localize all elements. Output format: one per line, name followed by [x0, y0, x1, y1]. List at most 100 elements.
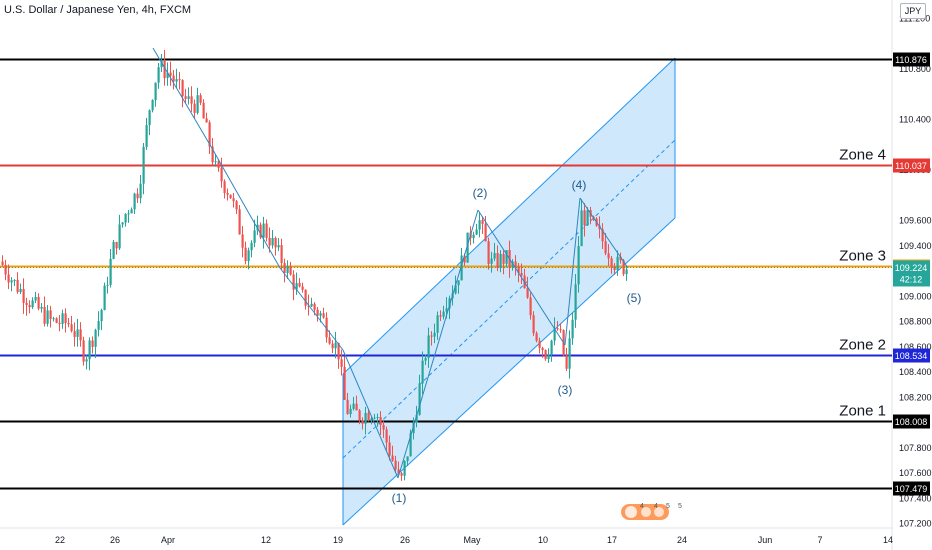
candle-body [82, 340, 85, 362]
candle-body [139, 183, 142, 199]
candle-body [343, 366, 346, 400]
wave-lines[interactable] [152, 47, 629, 479]
zone-label: Zone 4 [839, 147, 886, 164]
watermark-num-3: 5 [666, 503, 670, 510]
wave-segment[interactable] [279, 267, 344, 351]
candle-body [232, 198, 235, 202]
candle-body [385, 429, 388, 443]
candle-body [286, 266, 289, 274]
candle-body [352, 403, 355, 409]
x-tick-label: 10 [538, 535, 548, 545]
wave-segment[interactable] [212, 149, 281, 269]
candle-body [391, 455, 394, 461]
candle-body [355, 403, 358, 411]
y-tick-label: 110.800 [899, 64, 931, 74]
candle-body [199, 95, 202, 103]
candle-body [115, 241, 118, 249]
candle-body [187, 96, 190, 99]
candle-body [262, 223, 265, 238]
wave-segment[interactable] [342, 349, 399, 479]
y-tick-label: 108.800 [899, 317, 932, 327]
wave-segment[interactable] [152, 47, 214, 151]
candle-body [622, 260, 625, 275]
candle-body [259, 224, 262, 238]
candle-body [43, 306, 46, 324]
candle-body [19, 289, 22, 293]
candle-body [106, 284, 109, 286]
watermark-logo: 4 4 5 5 [621, 503, 682, 520]
countdown-label: 42:12 [900, 274, 923, 284]
candle-body [118, 224, 121, 249]
x-tick-label: 26 [110, 535, 120, 545]
candle-body [586, 210, 589, 226]
candle-body [109, 258, 112, 285]
candles [1, 49, 628, 481]
wave-segment[interactable] [397, 209, 479, 479]
candle-body [442, 311, 445, 317]
candle-body [361, 420, 364, 424]
candle-body [271, 237, 274, 246]
candle-body [328, 337, 331, 344]
candle-body [49, 310, 52, 319]
candle-body [292, 274, 295, 290]
candle-body [313, 303, 316, 310]
candle-body [463, 255, 466, 263]
candle-body [514, 261, 517, 267]
level-tag [893, 481, 930, 496]
candle-body [91, 340, 94, 347]
candle-body [268, 237, 271, 246]
candle-body [394, 460, 397, 470]
wave-label: (1) [392, 491, 407, 505]
candle-body [181, 80, 184, 97]
candle-body [472, 234, 475, 239]
candle-body [124, 213, 127, 223]
candle-body [16, 279, 19, 293]
y-tick-label: 108.200 [899, 392, 932, 402]
y-tick-label: 110.400 [899, 115, 931, 125]
channel-upper-line[interactable] [342, 57, 676, 375]
level-tag [893, 414, 930, 429]
candle-body [1, 261, 4, 265]
candle-body [382, 424, 385, 430]
x-tick-label: 17 [607, 535, 617, 545]
x-tick-label: 22 [55, 535, 65, 545]
candle-body [25, 302, 28, 305]
candle-body [301, 286, 304, 290]
candle-body [331, 343, 334, 349]
candle-body [88, 340, 91, 360]
candle-body [346, 399, 349, 415]
x-tick-label: 24 [677, 535, 687, 545]
wave-label: (2) [473, 186, 488, 200]
candle-body [277, 245, 280, 248]
currency-button[interactable]: JPY [900, 3, 926, 19]
y-tick-label: 107.600 [899, 468, 932, 478]
candle-body [460, 255, 463, 281]
candle-body [193, 103, 196, 113]
zone-label: Zone 2 [839, 337, 886, 354]
wave-segment[interactable] [564, 197, 581, 346]
candle-body [604, 241, 607, 254]
candle-body [601, 229, 604, 242]
candle-body [571, 319, 574, 339]
x-tick-label: 12 [261, 535, 271, 545]
candle-body [214, 161, 217, 163]
candle-body [223, 181, 226, 194]
candle-body [340, 359, 343, 367]
candle-body [4, 264, 7, 275]
candle-body [424, 358, 427, 361]
x-tick-label: 19 [333, 535, 343, 545]
y-tick-label: 109.000 [899, 291, 932, 301]
candle-body [403, 460, 406, 476]
candle-body [46, 310, 49, 324]
candle-body [625, 269, 628, 275]
wave-segment[interactable] [579, 197, 629, 269]
candle-body [190, 96, 193, 104]
candle-body [526, 288, 529, 298]
candle-body [205, 118, 208, 123]
candle-body [559, 329, 562, 331]
y-tick-label: 109.400 [899, 241, 932, 251]
level-tag-label: 110.037 [895, 161, 927, 171]
wave-segment[interactable] [477, 209, 566, 346]
candle-body [517, 266, 520, 274]
